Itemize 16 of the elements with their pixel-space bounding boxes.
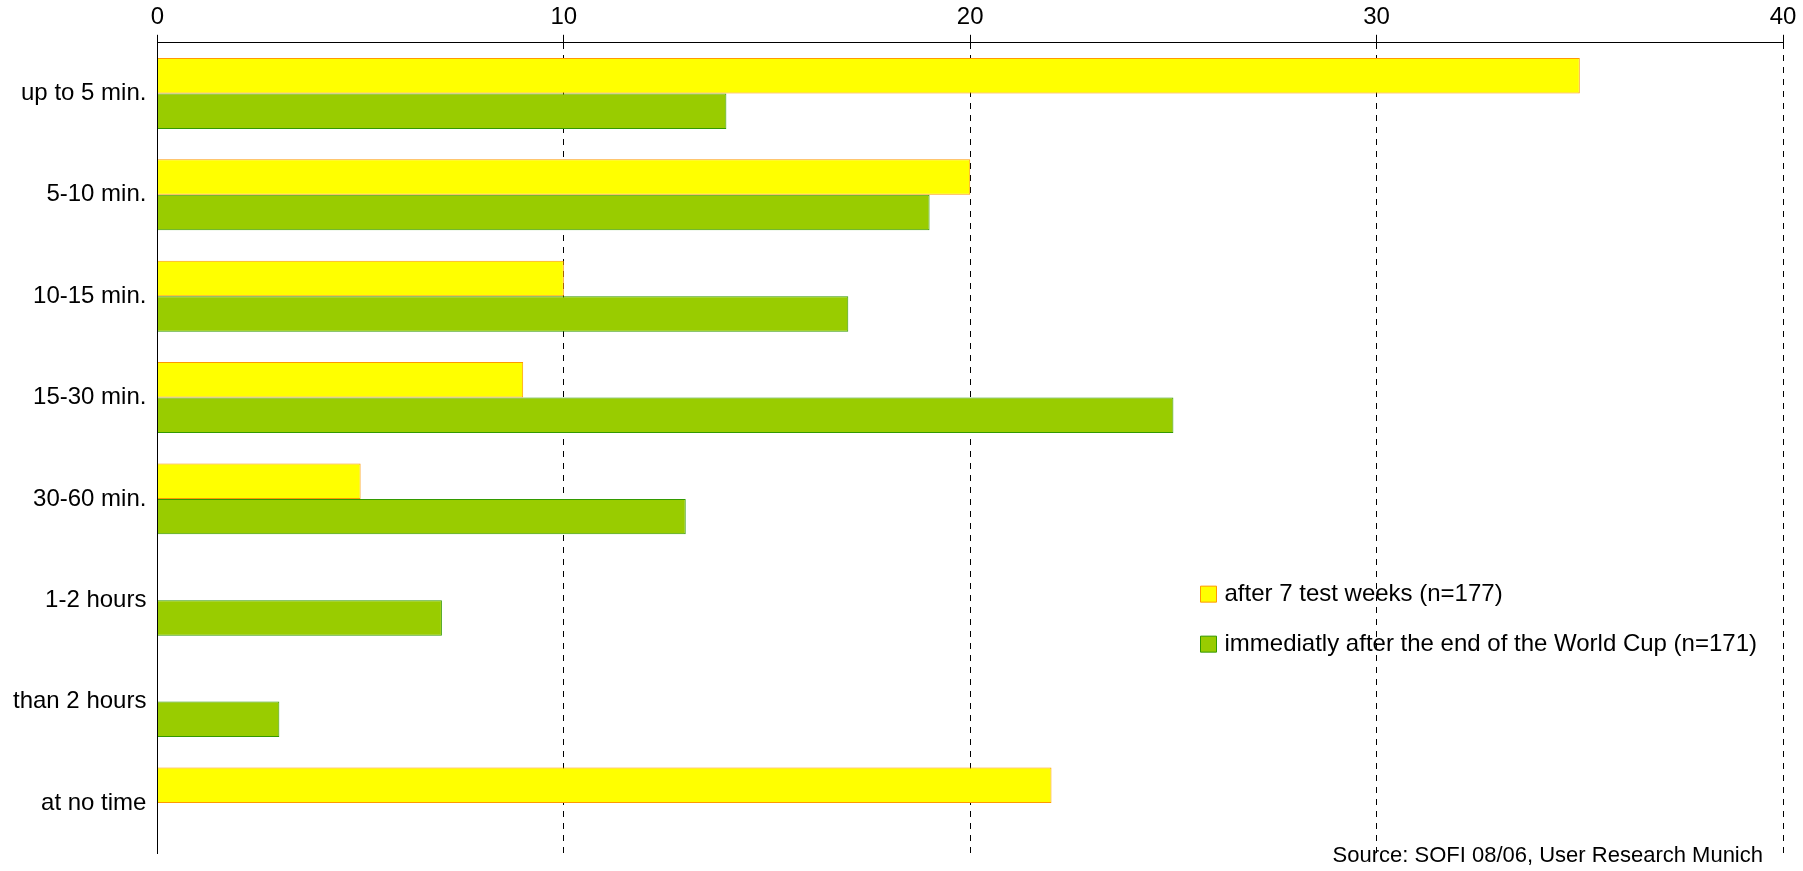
x-tick-label: 10 — [550, 2, 578, 30]
x-tick-label: 0 — [150, 2, 165, 30]
x-tick-label: 40 — [1769, 2, 1797, 30]
x-tick-label: 30 — [1363, 2, 1390, 30]
y-tick-label: 30-60 min. — [33, 483, 147, 511]
y-tick-label: than 2 hours — [12, 686, 147, 714]
y-tick-label: 1-2 hours — [45, 584, 147, 612]
y-tick-label: 5-10 min. — [46, 179, 147, 207]
annotation: Source: SOFI 08/06, User Research Munich — [1332, 842, 1763, 868]
legend-label: after 7 test weeks (n=177) — [1224, 578, 1503, 606]
legend-label: immediatly after the end of the World Cup (n=171) — [1224, 628, 1757, 656]
x-tick-label: 20 — [956, 2, 984, 30]
y-tick-label: at no time — [41, 787, 147, 815]
y-tick-label: 15-30 min. — [33, 382, 147, 410]
y-tick-label: 10-15 min. — [33, 280, 147, 308]
y-tick-label: up to 5 min. — [21, 78, 147, 106]
